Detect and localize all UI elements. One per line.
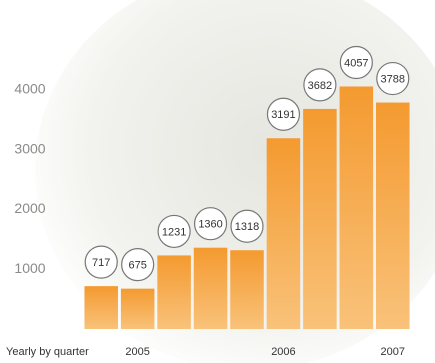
- value-label: 3682: [308, 80, 332, 92]
- value-label: 1231: [162, 226, 186, 238]
- bar: [376, 102, 410, 330]
- value-label: 1318: [235, 221, 259, 233]
- bar: [193, 247, 228, 329]
- bar: [266, 138, 301, 329]
- bar: [120, 288, 155, 329]
- x-tick-label: 2007: [381, 346, 405, 358]
- bar: [157, 255, 191, 329]
- value-bubble: [121, 248, 155, 282]
- value-bubble: [84, 245, 118, 279]
- value-label: 1360: [198, 219, 222, 231]
- x-tick-label: 2006: [271, 346, 295, 358]
- value-bubble: [376, 61, 410, 96]
- bar: [339, 86, 374, 329]
- value-label: 3191: [271, 109, 295, 121]
- x-tick-label: 2005: [125, 346, 149, 358]
- value-label: 717: [92, 257, 110, 269]
- value-label: 3788: [381, 73, 405, 85]
- value-bubble: [157, 214, 191, 249]
- bar: [84, 286, 118, 329]
- value-label: 4057: [344, 57, 368, 69]
- x-axis-label: Yearly by quarter: [6, 346, 89, 358]
- bar: [303, 108, 337, 329]
- bar: [230, 250, 264, 329]
- value-bubble: [230, 209, 264, 243]
- value-bubble: [266, 97, 301, 131]
- y-tick-label: 2000: [14, 200, 45, 216]
- value-label: 675: [128, 260, 146, 272]
- value-bubble: [339, 45, 373, 80]
- y-tick-label: 3000: [14, 140, 45, 156]
- value-bubble: [193, 207, 228, 241]
- y-tick-label: 4000: [14, 81, 45, 97]
- value-bubble: [303, 68, 337, 102]
- y-tick-label: 1000: [14, 260, 45, 276]
